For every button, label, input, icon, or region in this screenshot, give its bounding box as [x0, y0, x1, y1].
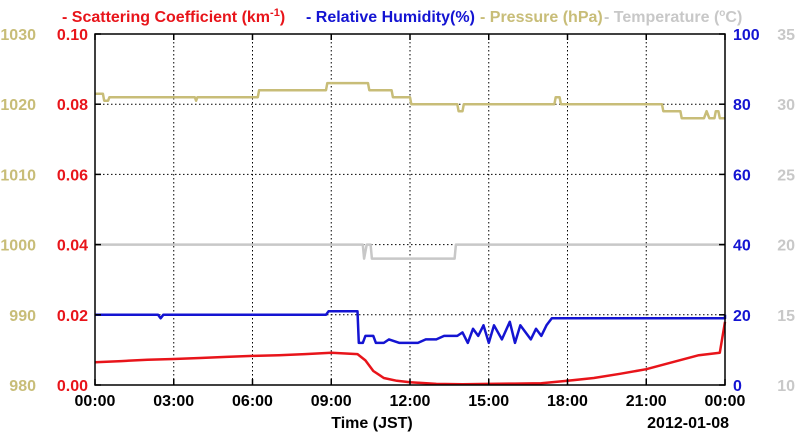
y-tick-label-pressure: 1030 — [0, 27, 36, 44]
y-tick-label-humidity: 100 — [733, 27, 760, 44]
y-tick-label-temperature: 10 — [777, 378, 795, 395]
legend-humidity: - Relative Humidity(%) — [306, 9, 475, 26]
y-tick-label-humidity: 20 — [733, 308, 751, 325]
legend-scattering-prefix: - Scattering Coefficient (km — [62, 9, 270, 26]
y-tick-label-temperature: 35 — [777, 27, 795, 44]
y-tick-label-scattering: 0.10 — [57, 27, 88, 44]
y-tick-label-pressure: 980 — [9, 378, 36, 395]
x-tick-label: 12:00 — [390, 393, 431, 410]
y-tick-label-temperature: 15 — [777, 308, 795, 325]
legend-pressure: - Pressure (hPa) — [480, 9, 603, 26]
series-layer — [94, 81, 727, 386]
y-tick-label-temperature: 20 — [777, 238, 795, 255]
y-tick-label-scattering: 0.02 — [57, 308, 88, 325]
y-tick-label-humidity: 60 — [733, 167, 751, 184]
x-tick-label: 00:00 — [75, 393, 116, 410]
y-tick-label-pressure: 1010 — [0, 167, 36, 184]
series-line-pressure — [95, 81, 725, 120]
y-tick-label-humidity: 40 — [733, 238, 751, 255]
series-line-temperature — [95, 243, 725, 260]
y-tick-label-scattering: 0.04 — [57, 238, 88, 255]
x-axis-label: Time (JST) — [331, 415, 413, 432]
y-tick-label-scattering: 0.08 — [57, 97, 88, 114]
x-tick-label: 09:00 — [311, 393, 352, 410]
y-tick-label-pressure: 1020 — [0, 97, 36, 114]
legend-scattering-sup: -1 — [270, 7, 280, 19]
x-tick-label: 06:00 — [232, 393, 273, 410]
grid — [95, 34, 725, 385]
x-tick-label: 00:00 — [705, 393, 746, 410]
legend-scattering: - Scattering Coefficient (km-1) — [62, 7, 285, 26]
series-line-scattering — [94, 321, 727, 386]
legend-temperature-prefix: - Temperature ( — [604, 9, 720, 26]
legend-temperature: - Temperature (oC) — [604, 8, 742, 26]
ticks: 00:00 03:00 06:00 09:00 12:00 15:00 18:00 21:00… — [0, 27, 795, 410]
y-tick-label-temperature: 25 — [777, 167, 795, 184]
x-tick-label: 21:00 — [626, 393, 667, 410]
y-tick-label-pressure: 990 — [9, 308, 36, 325]
y-tick-label-scattering: 0.06 — [57, 167, 88, 184]
x-tick-label: 03:00 — [153, 393, 194, 410]
legend-temperature-unit: C) — [725, 9, 742, 26]
x-tick-label: 18:00 — [547, 393, 588, 410]
y-tick-label-pressure: 1000 — [0, 238, 36, 255]
y-tick-label-temperature: 30 — [777, 97, 795, 114]
series-line-relative — [95, 310, 727, 345]
y-tick-label-humidity: 80 — [733, 97, 751, 114]
x-axis-date: 2012-01-08 — [647, 415, 729, 432]
y-tick-label-humidity: 0 — [733, 378, 742, 395]
y-tick-label-scattering: 0.00 — [57, 378, 88, 395]
x-tick-label: 15:00 — [468, 393, 509, 410]
legend-scattering-suffix: ) — [280, 9, 285, 26]
